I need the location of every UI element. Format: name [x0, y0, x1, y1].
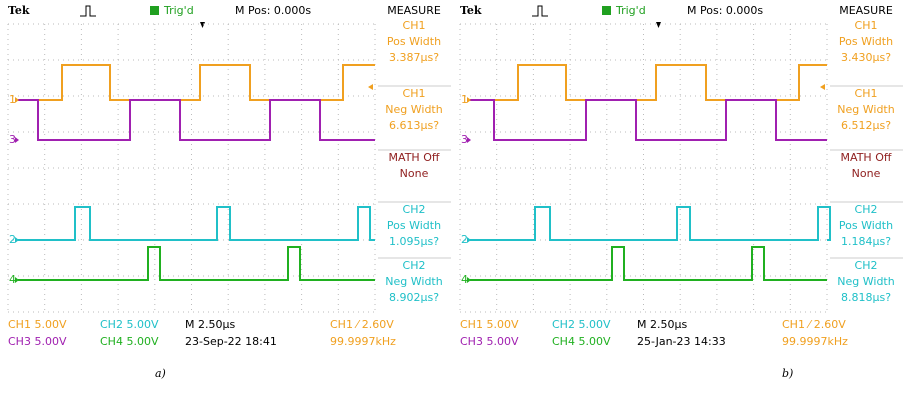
measure-text: 6.613µs? [389, 119, 439, 132]
measure-text: 6.512µs? [841, 119, 891, 132]
waveform [18, 207, 375, 240]
channel-marker: 2 [461, 233, 468, 246]
trigger-marker [200, 22, 205, 28]
measure-text: CH1 [403, 19, 426, 32]
menu-title: MEASURE [387, 4, 441, 17]
measure-text: Pos Width [387, 35, 441, 48]
position: M Pos: 0.000s [235, 4, 311, 17]
screenshot: Tek Trig'd M Pos: 0.000s MEASURE 1 3 2 4 CH1 Pos … [0, 0, 903, 389]
trigger-status: Trig'd [615, 4, 646, 17]
measure-text: MATH Off [389, 151, 440, 164]
measure-text: MATH Off [841, 151, 892, 164]
footer-text: CH2 5.00V [100, 318, 159, 331]
channel-arrow [15, 137, 19, 143]
level-marker [820, 84, 825, 90]
measure-text: CH2 [403, 203, 426, 216]
measure-text: Pos Width [839, 35, 893, 48]
waveform [18, 65, 375, 100]
measure-text: CH1 [855, 87, 878, 100]
footer-text: CH1 ⁄ 2.60V [782, 318, 846, 331]
measure-text: CH1 [403, 87, 426, 100]
trig-icon [150, 6, 159, 15]
footer-text: CH2 5.00V [552, 318, 611, 331]
measure-text: None [852, 167, 881, 180]
measure-text: Neg Width [837, 275, 894, 288]
trigger-icon [80, 6, 96, 16]
measure-text: Neg Width [385, 103, 442, 116]
caption: b) [782, 367, 793, 380]
footer-text: CH1 ⁄ 2.60V [330, 318, 394, 331]
footer-text: CH3 5.00V [460, 335, 519, 348]
menu-title: MEASURE [839, 4, 893, 17]
measure-text: CH2 [855, 203, 878, 216]
trigger-status: Trig'd [163, 4, 194, 17]
waveform [470, 207, 830, 240]
footer-text: M 2.50µs [637, 318, 687, 331]
footer-text: CH4 5.00V [100, 335, 159, 348]
channel-arrow [15, 237, 19, 243]
measure-text: Neg Width [837, 103, 894, 116]
measure-text: 1.095µs? [389, 235, 439, 248]
channel-marker: 1 [9, 93, 16, 106]
waveform [18, 247, 375, 280]
scope-panel: Tek Trig'd M Pos: 0.000s MEASURE 1 3 2 4 CH1 Pos … [460, 4, 903, 380]
channel-marker: 3 [9, 133, 16, 146]
caption: a) [155, 367, 166, 380]
measure-text: Neg Width [385, 275, 442, 288]
footer-text: CH1 5.00V [460, 318, 519, 331]
channel-marker: 3 [461, 133, 468, 146]
waveform [470, 65, 827, 100]
trig-icon [602, 6, 611, 15]
measure-text: 3.387µs? [389, 51, 439, 64]
measure-text: CH2 [403, 259, 426, 272]
channel-arrow [15, 277, 19, 283]
channel-arrow [467, 277, 471, 283]
channel-marker: 4 [461, 273, 468, 286]
footer-text: 25-Jan-23 14:33 [637, 335, 726, 348]
footer-text: 23-Sep-22 18:41 [185, 335, 277, 348]
measure-text: Pos Width [839, 219, 893, 232]
measure-text: None [400, 167, 429, 180]
level-marker [368, 84, 373, 90]
footer-text: 99.9997kHz [330, 335, 396, 348]
trigger-marker [656, 22, 661, 28]
measure-text: 3.430µs? [841, 51, 891, 64]
channel-arrow [467, 97, 471, 103]
footer-text: CH3 5.00V [8, 335, 67, 348]
channel-arrow [15, 97, 19, 103]
brand: Tek [8, 4, 30, 17]
position: M Pos: 0.000s [687, 4, 763, 17]
measure-text: Pos Width [387, 219, 441, 232]
channel-arrow [467, 237, 471, 243]
footer-text: M 2.50µs [185, 318, 235, 331]
channel-marker: 4 [9, 273, 16, 286]
measure-text: 1.184µs? [841, 235, 891, 248]
measure-text: CH1 [855, 19, 878, 32]
channel-arrow [467, 137, 471, 143]
brand: Tek [460, 4, 482, 17]
measure-text: 8.818µs? [841, 291, 891, 304]
channel-marker: 2 [9, 233, 16, 246]
channel-marker: 1 [461, 93, 468, 106]
footer-text: 99.9997kHz [782, 335, 848, 348]
waveform [470, 247, 827, 280]
footer-text: CH1 5.00V [8, 318, 67, 331]
measure-text: 8.902µs? [389, 291, 439, 304]
trigger-icon [532, 6, 548, 16]
scope-panel: Tek Trig'd M Pos: 0.000s MEASURE 1 3 2 4 CH1 Pos … [8, 4, 451, 380]
footer-text: CH4 5.00V [552, 335, 611, 348]
waveform [470, 100, 827, 140]
measure-text: CH2 [855, 259, 878, 272]
waveform [18, 100, 375, 140]
